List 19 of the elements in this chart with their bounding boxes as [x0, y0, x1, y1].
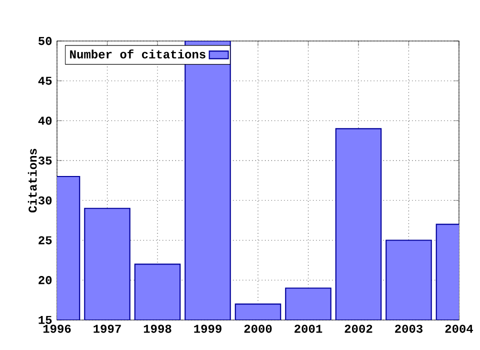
y-tick-label: 50: [38, 36, 52, 46]
x-tick-label: 1999: [194, 324, 222, 333]
x-tick-label: 1997: [94, 324, 121, 333]
y-tick-label: 40: [38, 116, 52, 125]
y-tick-label: 20: [38, 276, 52, 284]
x-tick-label: 2004: [445, 324, 474, 333]
y-tick-label: 15: [38, 316, 52, 324]
y-axis-title: Citations: [28, 148, 37, 212]
y-tick-label: 45: [38, 76, 52, 85]
y-tick-label: 25: [38, 236, 52, 244]
x-tick-label: 2003: [395, 324, 423, 333]
legend-label: Number of citations: [70, 49, 206, 58]
x-tick-label: 2001: [294, 324, 322, 333]
y-tick-label: 30: [38, 196, 52, 204]
x-tick-label: 1996: [43, 324, 71, 333]
y-tick-label: 35: [38, 156, 52, 165]
x-tick-label: 2002: [344, 324, 372, 333]
x-tick-label: 2000: [244, 324, 272, 333]
x-tick-label: 1998: [144, 324, 172, 333]
